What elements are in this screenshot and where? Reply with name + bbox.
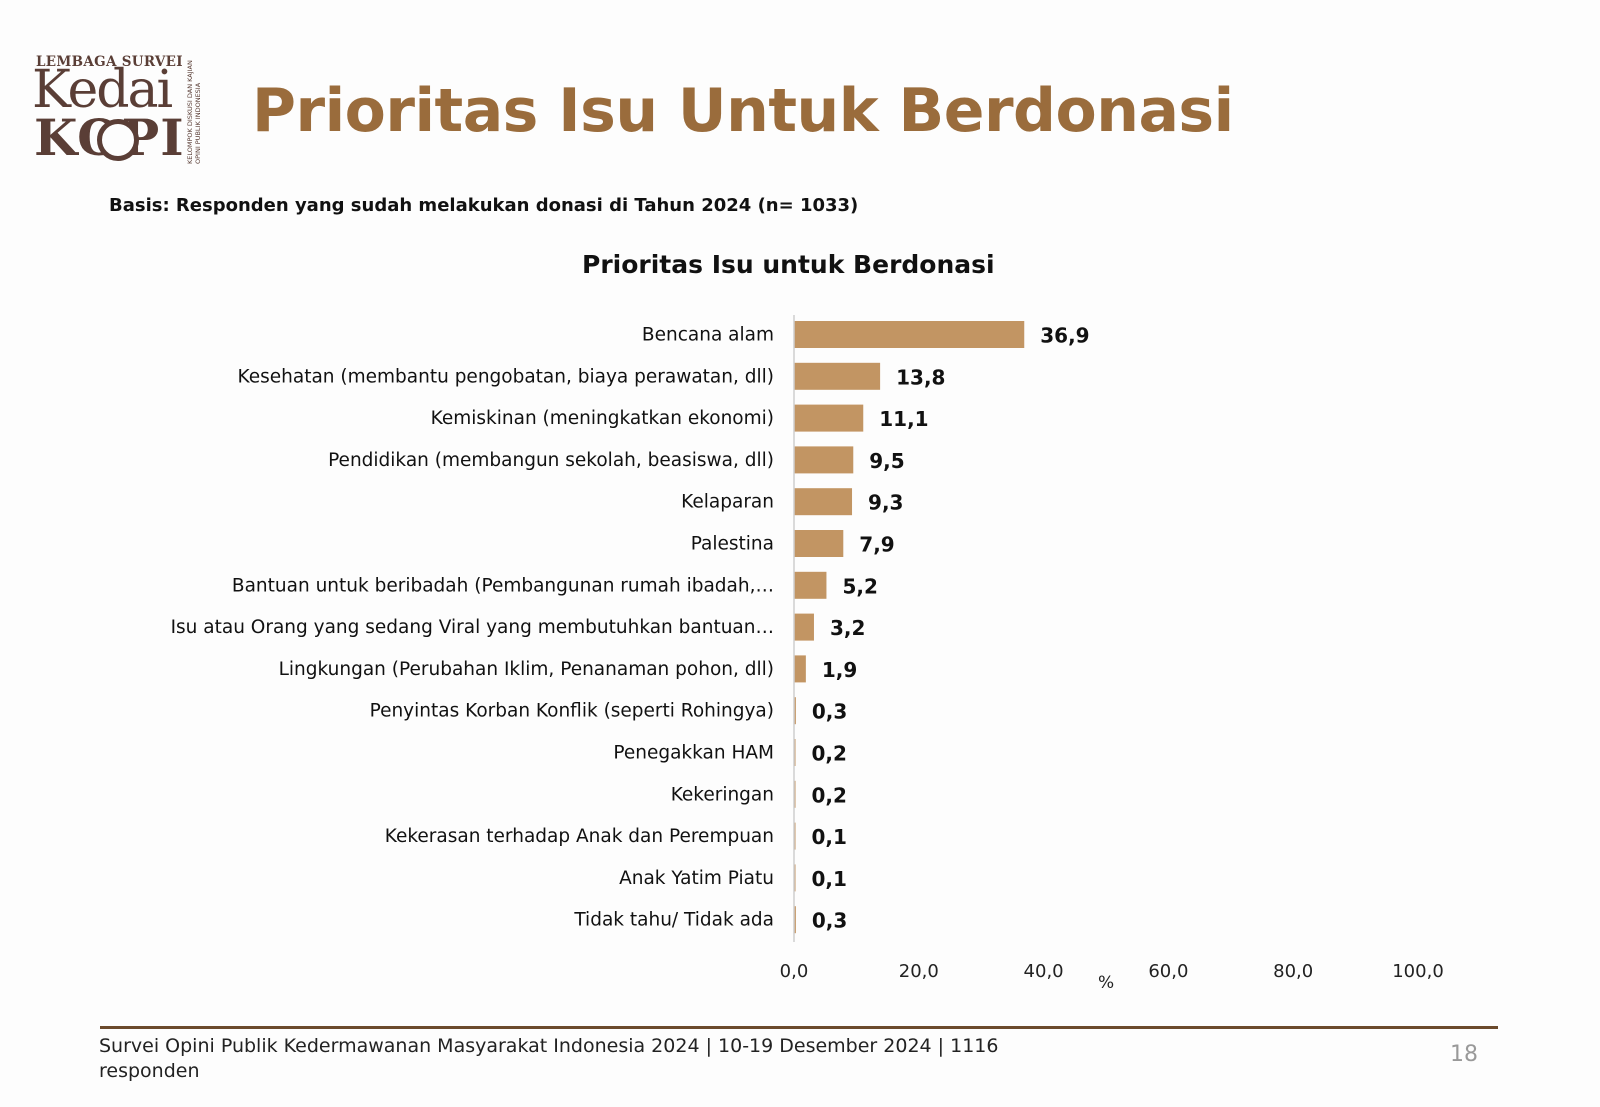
category-label-13: Anak Yatim Piatu: [619, 868, 774, 889]
x-tick-label-1: 20,0: [899, 961, 939, 982]
x-tick-label-5: 100,0: [1392, 961, 1444, 982]
bar-13: [794, 864, 796, 892]
value-label-10: 0,2: [812, 742, 847, 766]
logo-word-kedai: Kedai: [32, 60, 173, 120]
value-label-7: 3,2: [830, 616, 865, 640]
logo-side-text: KELOMPOK DISKUSI DAN KAJIAN OPINI PUBLIK…: [186, 60, 202, 164]
bar-1: [794, 362, 881, 390]
value-label-9: 0,3: [812, 700, 847, 724]
category-label-2: Kemiskinan (meningkatkan ekonomi): [431, 408, 774, 429]
category-label-1: Kesehatan (membantu pengobatan, biaya pe…: [238, 366, 774, 387]
category-label-7: Isu atau Orang yang sedang Viral yang me…: [171, 617, 774, 638]
category-label-12: Kekerasan terhadap Anak dan Perempuan: [385, 826, 774, 847]
value-label-14: 0,3: [812, 909, 847, 933]
category-label-9: Penyintas Korban Konflik (seperti Rohing…: [370, 701, 774, 722]
value-label-11: 0,2: [812, 783, 847, 807]
bar-11: [794, 780, 796, 808]
bar-5: [794, 530, 844, 557]
value-label-13: 0,1: [812, 867, 847, 891]
bar-6: [794, 571, 827, 599]
bar-12: [794, 822, 796, 850]
category-label-11: Kekeringan: [671, 784, 774, 805]
bar-10: [794, 739, 796, 766]
x-tick-label-2: 40,0: [1024, 961, 1064, 982]
page-title: Prioritas Isu Untuk Berdonasi: [252, 76, 1234, 146]
category-label-14: Tidak tahu/ Tidak ada: [573, 910, 774, 931]
page-number: 18: [1450, 1042, 1478, 1067]
value-label-8: 1,9: [822, 658, 857, 682]
bar-2: [794, 404, 864, 432]
value-label-3: 9,5: [869, 449, 904, 473]
logo-top-text: LEMBAGA SURVEI: [36, 54, 183, 70]
value-label-1: 13,8: [896, 365, 945, 389]
category-label-0: Bencana alam: [642, 325, 774, 346]
kedai-kopi-logo: LEMBAGA SURVEI Kedai KOPI KELOMPOK DISKU…: [32, 52, 232, 170]
bar-3: [794, 446, 854, 474]
bar-7: [794, 613, 814, 641]
bar-8: [794, 655, 806, 683]
category-label-8: Lingkungan (Perubahan Iklim, Penanaman p…: [279, 659, 774, 680]
bar-4: [794, 488, 853, 516]
basis-note: Basis: Responden yang sudah melakukan do…: [109, 195, 859, 216]
x-tick-label-3: 60,0: [1148, 961, 1188, 982]
footer-divider: [100, 1026, 1498, 1029]
value-label-4: 9,3: [868, 491, 903, 515]
value-label-2: 11,1: [879, 407, 928, 431]
category-label-3: Pendidikan (membangun sekolah, beasiswa,…: [328, 450, 774, 471]
bar-9: [794, 697, 796, 725]
category-label-10: Penegakkan HAM: [613, 743, 774, 764]
value-label-6: 5,2: [842, 574, 877, 598]
bar-0: [794, 321, 1025, 348]
x-axis-unit-label: %: [1098, 973, 1114, 993]
category-label-4: Kelaparan: [681, 492, 774, 513]
chart-title: Prioritas Isu untuk Berdonasi: [582, 250, 995, 279]
category-label-5: Palestina: [691, 534, 774, 555]
category-label-6: Bantuan untuk beribadah (Pembangunan rum…: [232, 575, 774, 596]
bar-14: [794, 906, 796, 934]
x-tick-label-0: 0,0: [780, 961, 809, 982]
coffee-cup-ring-icon: [97, 119, 139, 161]
x-tick-label-4: 80,0: [1273, 961, 1313, 982]
value-label-12: 0,1: [812, 825, 847, 849]
value-label-0: 36,9: [1040, 324, 1089, 348]
footer-text: Survei Opini Publik Kedermawanan Masyara…: [99, 1035, 999, 1082]
value-label-5: 7,9: [859, 533, 894, 557]
